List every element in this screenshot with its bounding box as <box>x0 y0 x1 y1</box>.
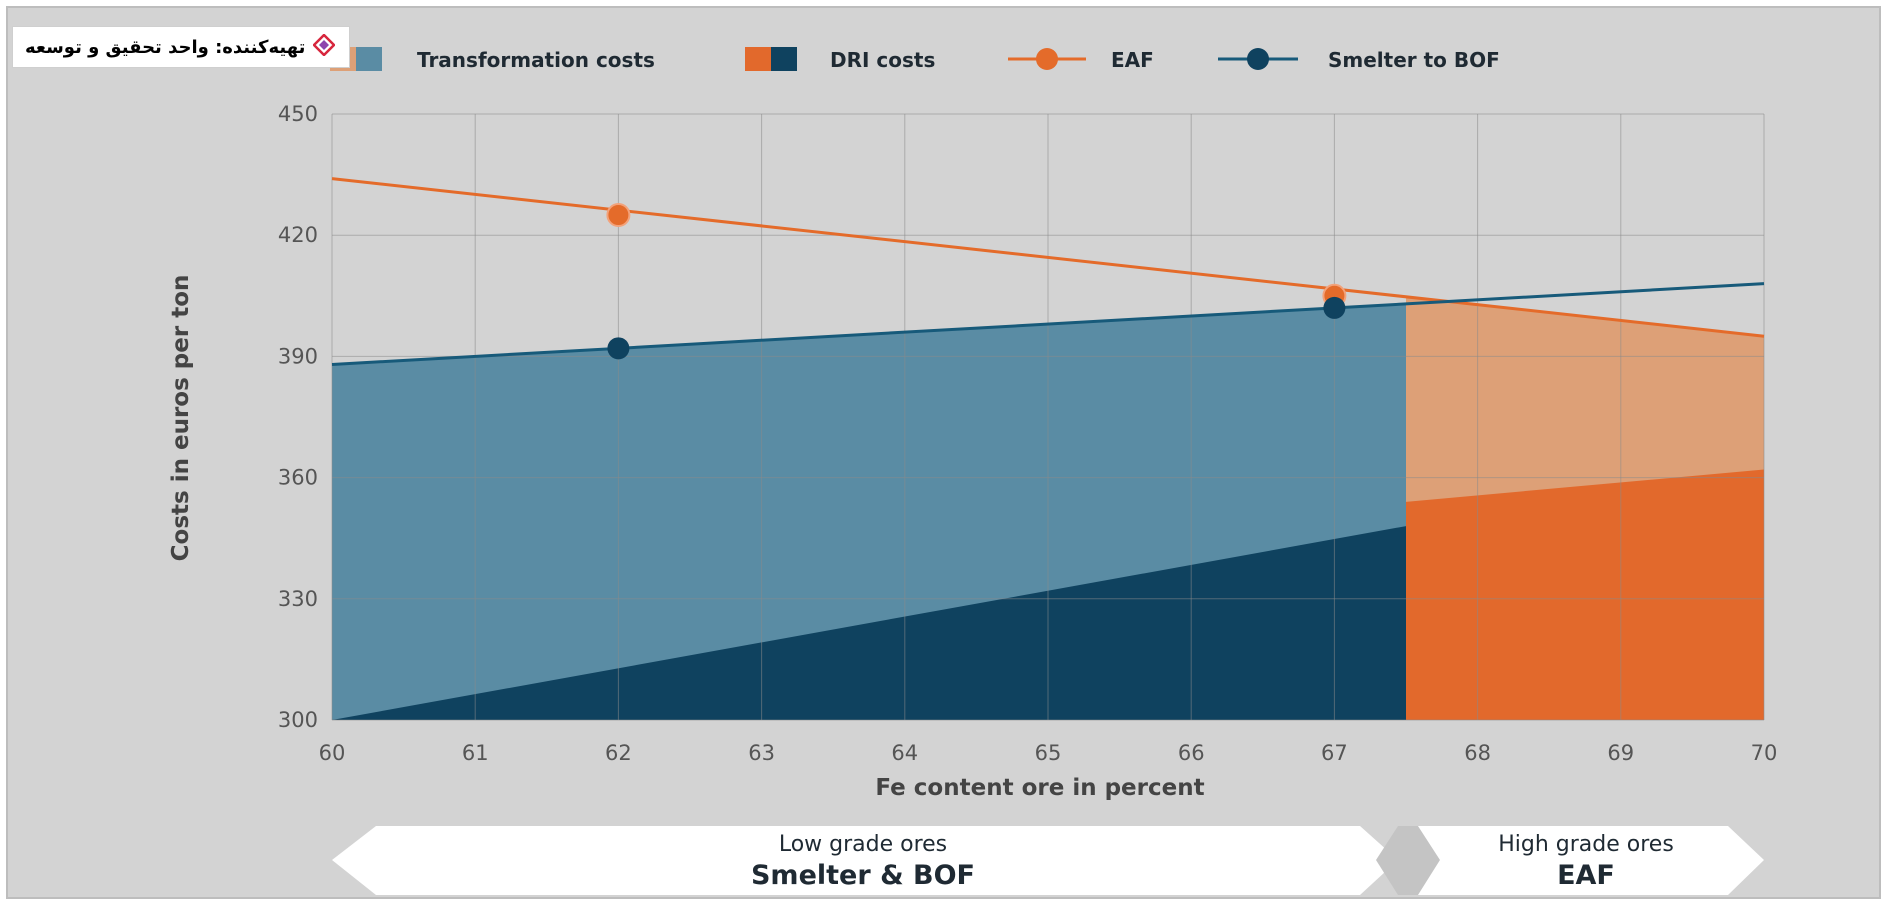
band-separator-diamond <box>1376 826 1440 895</box>
legend-item-smelter-to-bof: Smelter to BOF <box>1218 48 1500 72</box>
high-grade-band-line1: High grade ores <box>1498 832 1674 857</box>
high-grade-band-line2: EAF <box>1557 860 1615 891</box>
legend-label-dri-costs: DRI costs <box>830 48 935 72</box>
legend-smelter-marker <box>1247 48 1269 70</box>
legend-label-transformation-costs: Transformation costs <box>417 48 655 72</box>
y-tick-label-330: 330 <box>278 587 318 611</box>
y-tick-label-300: 300 <box>278 708 318 732</box>
series-line-smelter-to-bof <box>331 282 1765 366</box>
marker-smelter-to-bof-62 <box>607 337 630 360</box>
source-badge: تهیه‌کننده: واحد تحقیق و توسعه <box>12 26 351 68</box>
legend-swatch-dri-right <box>771 47 797 71</box>
grade-bands: Low grade ores Smelter & BOF High grade … <box>332 826 1764 895</box>
x-tick-label-62: 62 <box>605 741 632 765</box>
low-grade-band-shape <box>332 826 1398 895</box>
chart-axes: 60 61 62 63 64 65 66 67 68 69 70 300 330 360 390 420 45… <box>168 102 1777 801</box>
legend-label-eaf: EAF <box>1111 48 1154 72</box>
chart-lines <box>331 177 1765 366</box>
high-grade-band-shape <box>1418 826 1764 895</box>
y-axis-title: Costs in euros per ton <box>168 275 194 562</box>
low-grade-band-line2: Smelter & BOF <box>751 860 975 891</box>
legend: Transformation costs DRI costs EAF Smelt… <box>330 47 1500 72</box>
diamond-logo-icon <box>312 32 337 61</box>
x-axis-title: Fe content ore in percent <box>875 775 1204 801</box>
x-tick-label-61: 61 <box>462 741 489 765</box>
legend-eaf-marker <box>1036 48 1058 70</box>
y-tick-label-390: 390 <box>278 344 318 368</box>
legend-swatch-transformation-right <box>356 47 382 71</box>
legend-item-dri-costs: DRI costs <box>745 47 935 72</box>
series-line-eaf <box>331 177 1765 338</box>
y-tick-label-450: 450 <box>278 102 318 126</box>
marker-eaf-62 <box>606 203 631 227</box>
x-tick-label-64: 64 <box>891 741 918 765</box>
source-badge-text: تهیه‌کننده: واحد تحقیق و توسعه <box>25 36 306 58</box>
x-tick-label-68: 68 <box>1464 741 1491 765</box>
chart-areas <box>332 296 1764 720</box>
x-tick-label-69: 69 <box>1607 741 1634 765</box>
legend-swatch-dri-left <box>745 47 771 71</box>
y-tick-label-360: 360 <box>278 466 318 490</box>
x-tick-label-67: 67 <box>1321 741 1348 765</box>
x-tick-label-65: 65 <box>1035 741 1062 765</box>
x-tick-label-63: 63 <box>748 741 775 765</box>
legend-item-transformation-costs: Transformation costs <box>330 47 655 72</box>
y-tick-label-420: 420 <box>278 223 318 247</box>
legend-item-eaf: EAF <box>1008 48 1154 72</box>
low-grade-band-line1: Low grade ores <box>779 832 947 857</box>
marker-smelter-to-bof-67 <box>1323 296 1346 319</box>
x-tick-label-70: 70 <box>1751 741 1778 765</box>
y-axis-ticks: 300 330 360 390 420 450 <box>278 102 318 732</box>
x-axis-ticks: 60 61 62 63 64 65 66 67 68 69 70 <box>319 741 1778 765</box>
area-dri-costs-eaf <box>1406 469 1764 720</box>
x-tick-label-66: 66 <box>1178 741 1205 765</box>
x-tick-label-60: 60 <box>319 741 346 765</box>
legend-label-smelter-to-bof: Smelter to BOF <box>1328 48 1500 72</box>
area-dri-costs-smelter <box>332 526 1406 720</box>
